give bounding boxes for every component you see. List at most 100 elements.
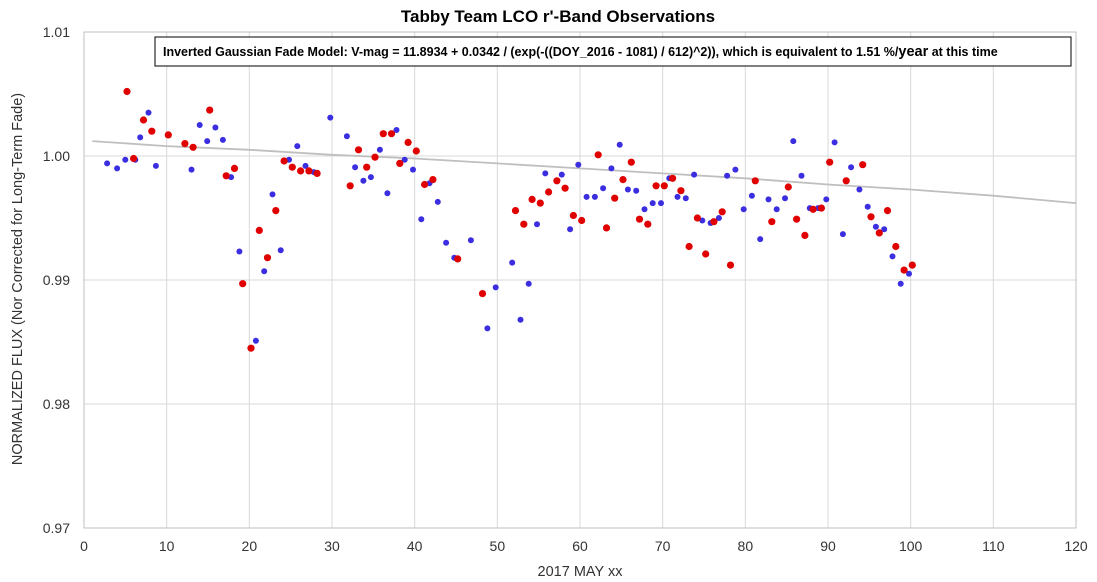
blue-data-point [881,226,888,233]
blue-data-point [367,174,374,181]
blue-data-point [410,166,416,173]
blue-data-point [798,172,805,179]
red-data-point [900,266,908,274]
blue-data-point [649,200,656,207]
y-axis-title: NORMALIZED FLUX (Nor Corrected for Long-… [10,93,26,465]
blue-data-point [294,143,301,150]
blue-data-point [757,236,764,243]
red-data-point [611,194,619,202]
red-data-point [412,147,420,155]
blue-data-point [782,195,788,202]
blue-data-point [790,138,797,145]
blue-data-point [534,221,540,228]
red-data-point [371,153,379,161]
blue-data-point [434,198,441,205]
x-tick-label: 110 [982,538,1005,554]
red-data-point [793,215,801,223]
blue-data-point [765,196,772,203]
red-data-point [801,231,809,239]
red-data-point [768,218,776,226]
blue-data-point [467,237,474,244]
red-data-point [387,130,396,138]
blue-data-point [682,195,689,202]
red-data-point [842,177,850,185]
x-tick-label: 10 [159,538,175,554]
red-data-point [602,224,611,232]
blue-data-point [831,139,838,146]
red-data-point [297,167,305,175]
red-data-point [363,163,371,171]
blue-data-point [277,247,284,254]
red-data-point [710,218,718,226]
x-tick-label: 70 [655,538,671,554]
red-data-point [255,226,263,234]
red-data-point [669,174,677,182]
blue-data-point [583,193,590,200]
red-data-point [288,163,296,171]
blue-data-point [327,114,334,121]
blue-data-point [393,127,400,133]
blue-data-point [864,203,871,210]
red-data-point [875,229,883,237]
red-data-point [429,176,437,184]
red-data-point [859,161,867,169]
blue-data-point [517,316,524,323]
red-data-point [421,180,429,189]
x-tick-label: 40 [407,538,423,554]
red-data-point [809,205,817,213]
blue-data-point [889,253,896,260]
blue-data-point [509,259,516,266]
blue-data-point [732,166,739,173]
red-data-point [511,207,520,215]
blue-data-point [608,165,615,172]
blue-data-point [104,160,111,167]
red-data-point [817,204,826,212]
red-data-point [222,172,230,180]
red-data-point [263,254,272,262]
red-data-point [627,158,635,166]
blue-data-point [492,284,499,291]
red-data-point [313,169,321,177]
blue-data-point [196,122,203,128]
red-data-point [454,255,462,263]
blue-data-point [261,268,268,275]
red-data-point [346,182,354,190]
blue-data-point [591,193,598,200]
blue-data-point [872,223,879,230]
red-data-point [644,220,652,228]
blue-data-point [484,325,491,332]
x-tick-label: 50 [490,538,506,554]
red-data-point [148,127,156,135]
red-data-point [784,183,792,191]
red-data-point [181,140,189,148]
x-tick-label: 90 [820,538,836,554]
red-data-point [536,199,544,207]
red-data-point [718,208,726,216]
blue-data-point [600,185,607,192]
red-data-point [751,177,759,185]
red-data-point [164,131,172,139]
blue-data-point [897,280,904,287]
blue-data-point [269,191,276,198]
blue-data-point [302,162,309,169]
plot-area-border [83,31,1077,529]
red-data-point [677,187,685,195]
red-data-point [726,261,735,269]
x-tick-label: 100 [899,538,923,554]
red-data-point [189,143,197,151]
blue-data-point [839,231,846,238]
y-tick-label: 0.98 [43,396,70,412]
x-tick-label: 120 [1064,538,1088,554]
blue-data-point [674,193,681,200]
x-tick-label: 30 [324,538,340,554]
blue-data-point [740,206,747,213]
red-data-point [130,154,138,163]
red-data-point [280,157,288,165]
blue-data-point [401,156,408,163]
red-data-point [520,220,528,228]
red-data-point [561,184,569,192]
blue-data-point [114,165,121,172]
red-data-point [396,159,404,167]
chart-title: Tabby Team LCO r'-Band Observations [401,7,715,26]
